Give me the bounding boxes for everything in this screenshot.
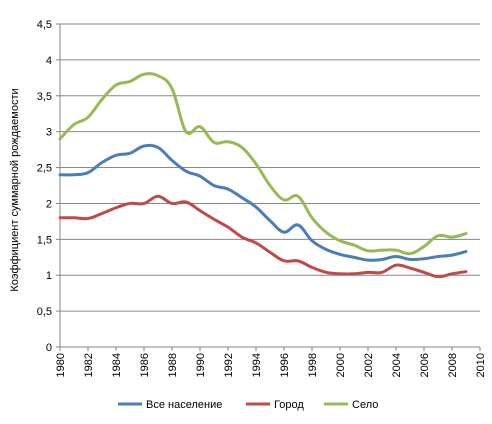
x-tick-label: 2008 [447,353,459,377]
axes [56,23,481,351]
x-tick-label: 2010 [475,353,487,377]
legend-item-village[interactable]: Село [324,399,378,411]
y-axis-title: Коэффициент суммарной рождаемости [9,88,21,291]
legend-label: Город [274,399,304,411]
y-tick-label: 0,5 [37,306,52,318]
y-tick-label: 0 [46,342,52,354]
x-tick-label: 1982 [83,353,95,377]
tick-labels: 0 0,5 1 1,5 2 2,5 3 3,5 4 4,5 1980 1982 1984 1986 1988… [37,19,487,377]
y-tick-label: 4 [46,55,52,67]
series-group [58,72,468,279]
y-tick-label: 1 [46,270,52,282]
x-tick-label: 1998 [307,353,319,377]
series-line-total [58,143,468,262]
x-tick-label: 1992 [223,353,235,377]
y-tick-label: 3 [46,127,52,139]
x-tick-label: 1988 [167,353,179,377]
x-tick-label: 1986 [139,353,151,377]
legend-label: Село [352,399,378,411]
y-tick-label: 1,5 [37,234,52,246]
series-line-village [58,72,468,256]
legend-label: Все население [146,399,222,411]
x-tick-label: 2000 [335,353,347,377]
x-tick-label: 2004 [391,353,403,377]
x-tick-label: 1984 [111,353,123,377]
x-tick-label: 1980 [55,353,67,377]
legend[interactable]: Все население Город Село [118,399,378,411]
x-tick-label: 1990 [195,353,207,377]
x-tick-label: 2006 [419,353,431,377]
x-tick-label: 1994 [251,353,263,377]
x-tick-label: 1996 [279,353,291,377]
y-tick-label: 3,5 [37,91,52,103]
x-tick-label: 2002 [363,353,375,377]
y-tick-label: 2 [46,198,52,210]
legend-item-total[interactable]: Все население [118,399,222,411]
series-line-city [58,194,468,279]
y-tick-label: 4,5 [37,19,52,31]
legend-item-city[interactable]: Город [246,399,304,411]
y-tick-label: 2,5 [37,163,52,175]
